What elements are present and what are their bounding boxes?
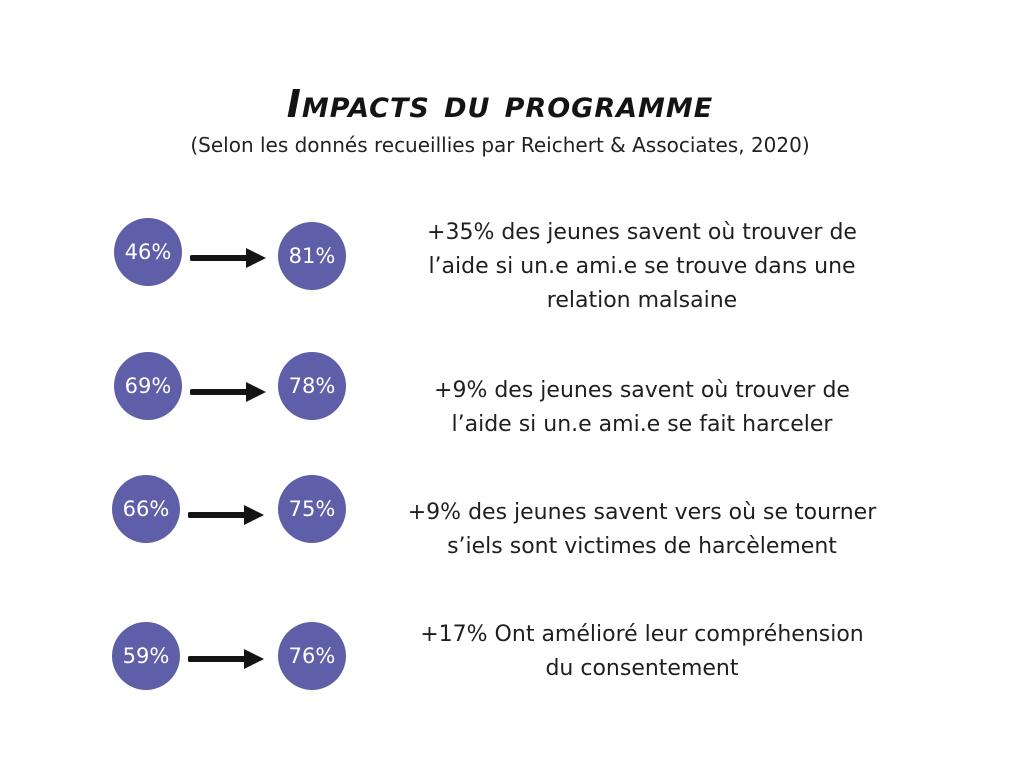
arrow-right-icon (190, 382, 266, 402)
after-percentage-circle: 76% (278, 622, 346, 690)
description-line: +9% des jeunes savent vers où se tourner (407, 500, 877, 525)
before-percentage-circle: 66% (112, 475, 180, 543)
impact-description: +9% des jeunes savent vers où se tourner… (372, 496, 912, 564)
before-percentage-circle: 59% (112, 622, 180, 690)
description-line: relation malsaine (546, 288, 738, 313)
page-subtitle: (Selon les donnés recueillies par Reiche… (190, 133, 810, 157)
description-line: +35% des jeunes savent où trouver de (427, 220, 857, 245)
impact-description: +17% Ont amélioré leur compréhension du … (372, 618, 912, 686)
arrow-right-icon (188, 505, 264, 525)
description-line: l’aide si un.e ami.e se trouve dans une (428, 254, 856, 279)
impact-description: +9% des jeunes savent où trouver de l’ai… (372, 374, 912, 442)
description-line: l’aide si un.e ami.e se fait harceler (451, 412, 833, 437)
after-percentage-circle: 81% (278, 222, 346, 290)
description-line: du consentement (545, 656, 739, 681)
before-percentage-circle: 46% (114, 218, 182, 286)
description-line: +17% Ont amélioré leur compréhension (420, 622, 864, 647)
after-percentage-circle: 75% (278, 475, 346, 543)
arrow-right-icon (188, 649, 264, 669)
impact-description: +35% des jeunes savent où trouver de l’a… (372, 216, 912, 318)
page-title: Impacts du programme (286, 82, 714, 126)
after-percentage-circle: 78% (278, 352, 346, 420)
arrow-right-icon (190, 248, 266, 268)
before-percentage-circle: 69% (114, 352, 182, 420)
description-line: +9% des jeunes savent où trouver de (434, 378, 850, 403)
description-line: s’iels sont victimes de harcèlement (447, 534, 837, 559)
